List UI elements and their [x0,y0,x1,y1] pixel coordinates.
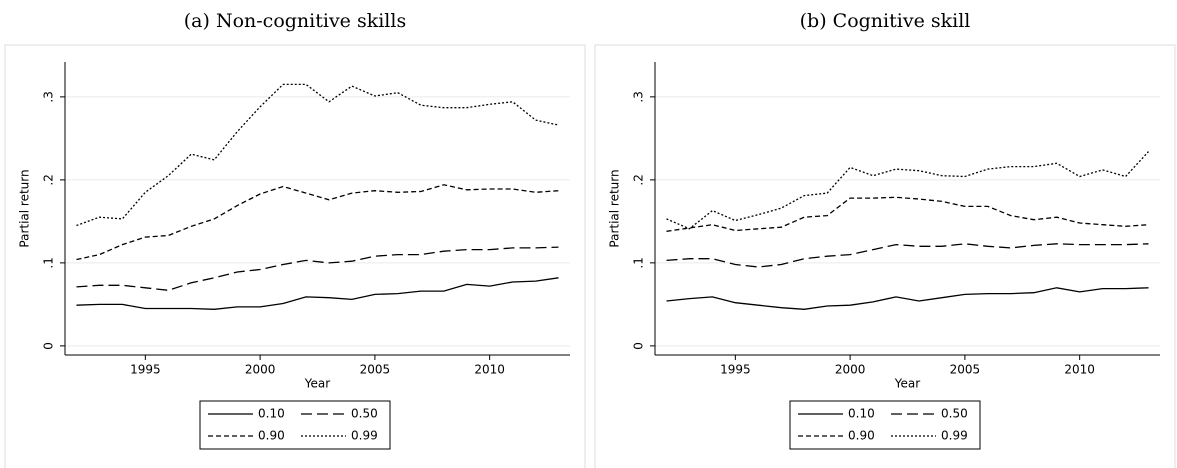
x-tick-label: 2005 [950,363,981,377]
x-tick-label: 2005 [360,363,391,377]
legend-label: 0.10 [258,407,285,421]
legend-box [789,400,981,450]
x-tick-label: 2000 [245,363,276,377]
legend-label: 0.99 [941,429,968,443]
legend-label: 0.90 [848,429,875,443]
y-tick-label: 0 [42,342,56,350]
series-line [76,246,559,291]
legend-box [199,400,391,450]
series-line [76,277,559,310]
legend-label: 0.90 [258,429,285,443]
series-line [666,151,1149,230]
y-axis-label: Partial return [608,169,622,247]
y-tick-label: .1 [42,257,56,268]
y-tick-label: .3 [632,91,646,102]
x-tick-label: 1995 [720,363,751,377]
panel-frame [594,44,1176,468]
series-line [76,83,559,227]
chart-title: (b) Cognitive skill [800,10,971,32]
x-tick-label: 2010 [474,363,505,377]
y-tick-label: 0 [632,342,646,350]
y-axis-label: Partial return [18,169,32,247]
panel-frame [4,44,586,468]
x-axis-label: Year [894,377,920,391]
y-tick-label: .2 [632,174,646,185]
legend-label: 0.50 [351,407,378,421]
x-tick-label: 1995 [130,363,161,377]
x-tick-label: 2000 [835,363,866,377]
y-tick-label: .2 [42,174,56,185]
series-line [76,184,559,261]
chart-title: (a) Non-cognitive skills [184,10,406,32]
legend-label: 0.99 [351,429,378,443]
x-tick-label: 2010 [1064,363,1095,377]
y-tick-label: .3 [42,91,56,102]
series-line [666,287,1149,310]
legend-label: 0.50 [941,407,968,421]
series-line [666,196,1149,232]
series-line [666,243,1149,268]
legend-label: 0.10 [848,407,875,421]
x-axis-label: Year [304,377,330,391]
y-tick-label: .1 [632,257,646,268]
